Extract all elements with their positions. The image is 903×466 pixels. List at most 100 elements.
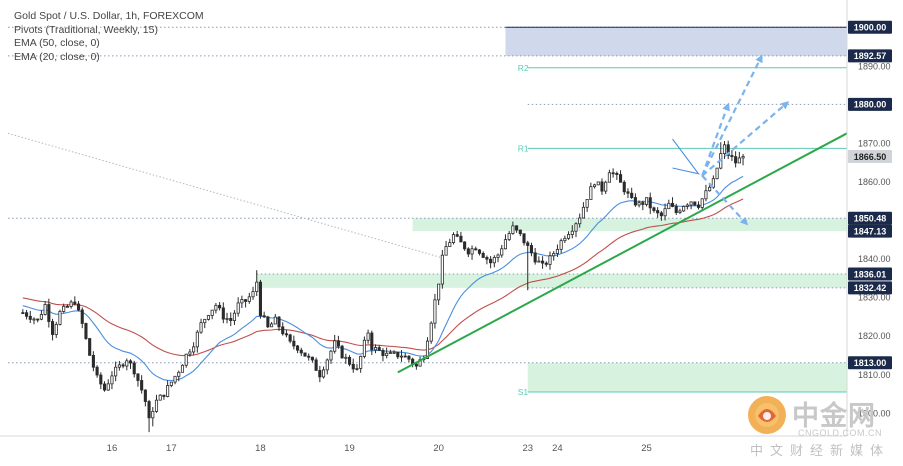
legend-ema50[interactable]: EMA (50, close, 0): [14, 37, 100, 49]
price-badge-1850.48: 1850.48: [854, 214, 887, 224]
candle-body-15: [76, 303, 81, 311]
candle-body-99: [388, 352, 392, 354]
watermark: 中金网 CNGOLD.COM.CN 中文财经新媒体: [742, 392, 902, 462]
watermark-url: CNGOLD.COM.CN: [798, 428, 883, 438]
candle-body-140: [541, 260, 545, 264]
candle-body-88: [347, 356, 352, 365]
candle-body-23: [106, 383, 110, 391]
candle-body-187: [715, 167, 719, 180]
candle-body-100: [392, 351, 396, 354]
candle-body-79: [314, 359, 318, 371]
y-tick-1810: 1810.00: [858, 370, 891, 380]
candle-body-71: [284, 333, 288, 336]
candle-body-163: [626, 191, 630, 194]
candle-body-149: [574, 223, 578, 232]
candle-body-123: [477, 249, 482, 254]
legend-ema20[interactable]: EMA (20, close, 0): [14, 50, 100, 63]
candle-body-104: [407, 355, 411, 360]
watermark-sub: 中文财经新媒体: [750, 443, 891, 458]
candle-body-65: [262, 315, 266, 318]
candle-body-129: [500, 248, 504, 256]
zones-layer: [256, 27, 847, 393]
candle-body-92: [362, 339, 366, 357]
candle-body-181: [693, 201, 697, 206]
candle-body-30: [132, 362, 136, 375]
candle-body-145: [559, 240, 563, 250]
candle-body-80: [318, 370, 322, 378]
candle-body-68: [273, 316, 277, 325]
candle-body-192: [734, 156, 738, 164]
candle-body-156: [600, 181, 604, 192]
x-tick-16: 16: [107, 443, 118, 454]
candle-body-84: [333, 340, 337, 352]
candle-body-112: [437, 283, 441, 301]
candle-body-155: [596, 181, 600, 186]
candle-body-14: [73, 301, 77, 305]
candle-body-9: [54, 324, 58, 335]
candle-body-85: [336, 340, 340, 347]
candle-body-165: [633, 197, 637, 206]
candle-body-78: [310, 356, 314, 361]
y-tick-1860: 1860.00: [858, 177, 891, 187]
candle-body-180: [689, 201, 693, 206]
candle-body-35: [151, 411, 155, 419]
candle-body-77: [307, 355, 311, 358]
candle-body-40: [169, 381, 173, 386]
candle-body-69: [277, 316, 281, 328]
candle-body-39: [166, 385, 170, 397]
candle-body-90: [355, 368, 359, 370]
candle-body-57: [232, 312, 237, 322]
candle-body-97: [381, 350, 385, 356]
price-badge-bg-1847.13: [848, 224, 892, 238]
candle-body-95: [373, 347, 378, 351]
candle-body-170: [652, 207, 656, 211]
candle-body-183: [700, 198, 704, 208]
levels-layer: [8, 26, 847, 364]
candle-body-58: [236, 302, 240, 314]
price-badge-1836.01: 1836.01: [854, 269, 887, 279]
price-badge-1847.13: 1847.13: [854, 226, 887, 236]
candle-body-61: [247, 296, 251, 302]
legend-pivots[interactable]: Pivots (Traditional, Weekly, 15): [14, 23, 158, 36]
candle-body-154: [593, 184, 597, 188]
zone-green-2: [256, 274, 847, 288]
cngold-logo-icon: [748, 396, 786, 434]
candle-body-134: [518, 229, 522, 235]
candles-layer: [21, 140, 745, 433]
candle-body-0: [21, 312, 25, 315]
candle-body-185: [708, 186, 712, 192]
candle-body-174: [667, 202, 671, 210]
candle-body-12: [65, 305, 69, 308]
candle-body-38: [162, 394, 166, 397]
x-tick-17: 17: [166, 443, 177, 454]
price-badge-bg-1832.42: [848, 281, 892, 295]
watermark-main: 中金网: [792, 401, 876, 431]
candle-body-169: [648, 197, 652, 209]
candle-body-191: [730, 155, 734, 158]
candle-body-86: [340, 345, 344, 359]
candle-body-55: [225, 318, 229, 320]
candle-body-103: [403, 355, 407, 358]
candle-body-7: [47, 304, 51, 322]
x-tick-23: 23: [522, 443, 533, 454]
candle-body-161: [618, 174, 623, 183]
candle-body-143: [552, 253, 556, 257]
candle-body-109: [425, 340, 430, 359]
candle-body-159: [611, 172, 615, 175]
price-badge-bg-1900.00: [848, 20, 892, 34]
candle-body-36: [154, 399, 159, 412]
candle-body-138: [533, 252, 537, 263]
candle-body-37: [158, 394, 162, 401]
chart-legend: Gold Spot / U.S. Dollar, 1h, FOREXCOM Pi…: [14, 10, 204, 64]
candle-body-125: [485, 257, 489, 260]
legend-symbol[interactable]: Gold Spot / U.S. Dollar, 1h, FOREXCOM: [14, 10, 204, 22]
candle-body-190: [726, 144, 730, 156]
price-badge-bg-1880.00: [848, 97, 892, 111]
candle-body-172: [659, 212, 663, 217]
projection-arrow-0: [701, 102, 730, 177]
candle-body-111: [433, 299, 437, 324]
candle-body-3: [32, 318, 36, 321]
candle-body-137: [529, 245, 533, 254]
candle-body-167: [641, 202, 645, 205]
